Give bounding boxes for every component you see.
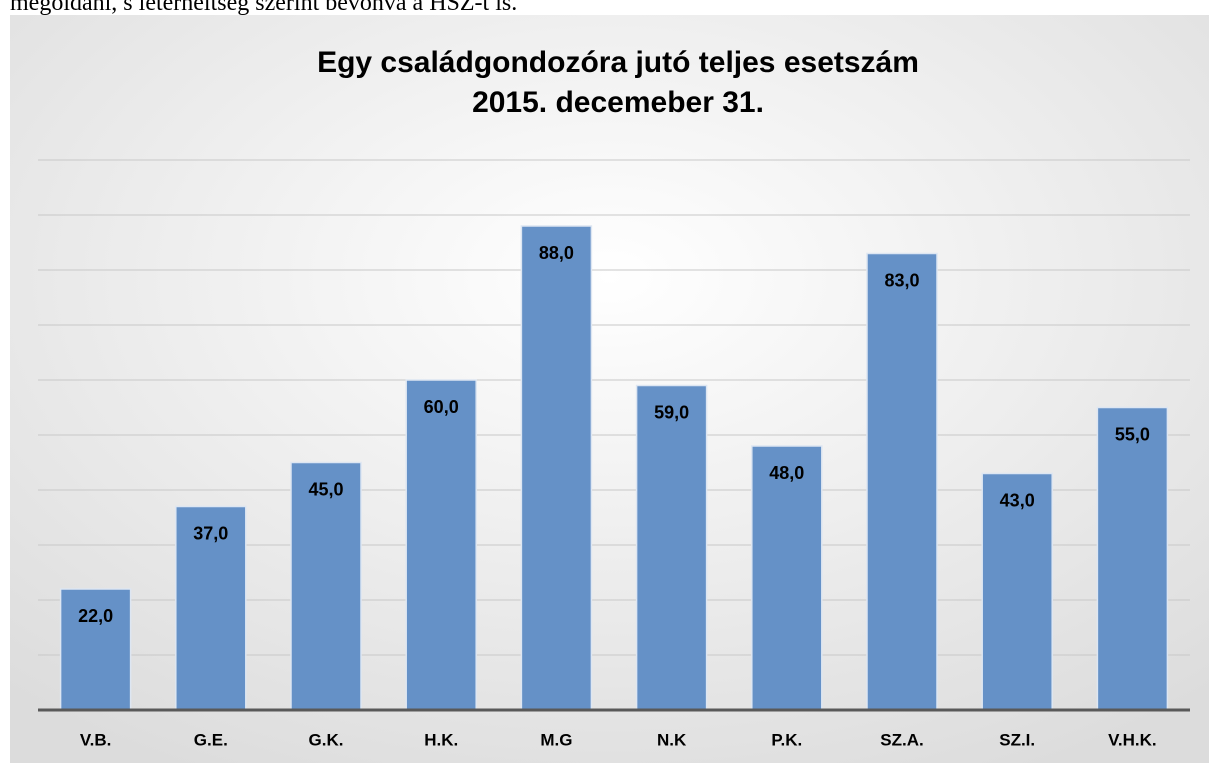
data-label: 43,0 <box>1000 490 1035 510</box>
bar <box>635 384 708 711</box>
chart-subtitle: 2015. decemeber 31. <box>472 86 764 119</box>
bar <box>751 445 823 711</box>
x-tick-label: SZ.A. <box>880 730 923 749</box>
data-label: 83,0 <box>884 270 919 290</box>
bar <box>520 225 593 711</box>
x-tick-label: H.K. <box>424 730 458 749</box>
x-tick-label: V.B. <box>80 730 112 749</box>
x-tick-label: G.K. <box>309 730 344 749</box>
x-tick-label: P.K. <box>771 730 802 749</box>
bar <box>866 252 938 711</box>
data-label: 48,0 <box>769 463 804 483</box>
bar <box>175 505 247 711</box>
data-label: 59,0 <box>654 402 689 422</box>
chart-title: Egy családgondozóra jutó teljes esetszám <box>317 46 919 79</box>
data-label: 55,0 <box>1115 424 1150 444</box>
bar <box>59 588 132 711</box>
data-label: 60,0 <box>424 397 459 417</box>
caption: megoldani, s leterheltség szerint bevonv… <box>10 0 517 16</box>
data-label: 37,0 <box>193 523 228 543</box>
x-tick-label: N.K <box>657 730 687 749</box>
data-label: 22,0 <box>78 606 113 626</box>
x-tick-label: V.H.K. <box>1108 730 1157 749</box>
bar <box>405 379 477 711</box>
x-tick-label: M.G <box>540 730 572 749</box>
x-tick-label: SZ.I. <box>999 730 1035 749</box>
x-tick-label: G.E. <box>194 730 228 749</box>
bar <box>981 472 1053 711</box>
data-label: 45,0 <box>308 479 343 499</box>
data-label: 88,0 <box>539 243 574 263</box>
bar <box>1096 406 1169 711</box>
bar <box>290 461 362 711</box>
